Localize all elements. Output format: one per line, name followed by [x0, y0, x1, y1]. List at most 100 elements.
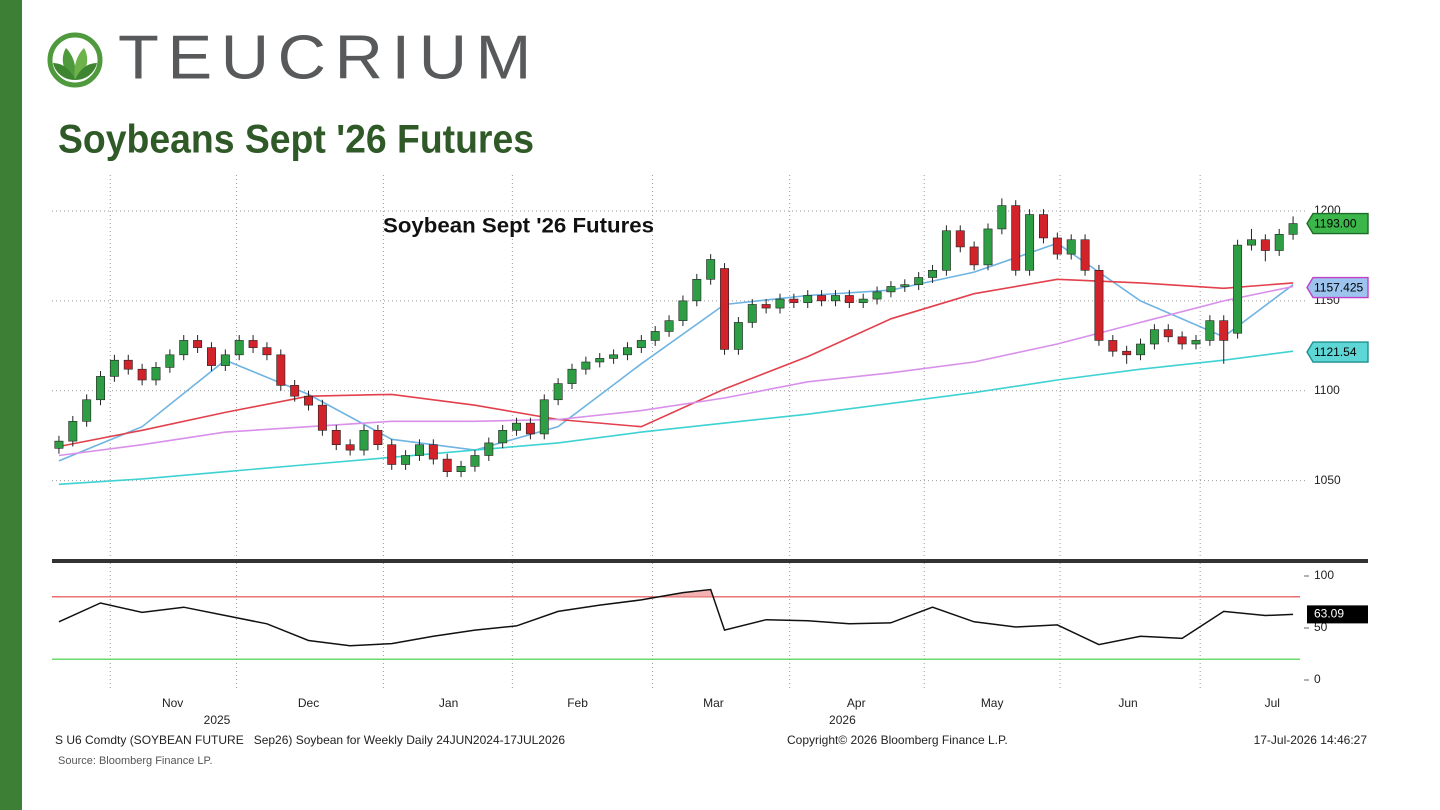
candle-body	[1205, 320, 1215, 341]
price-label-box	[1306, 212, 1369, 235]
candle-body	[1233, 244, 1243, 334]
candle-body	[539, 399, 549, 435]
candle-body	[1288, 223, 1298, 235]
candle-body	[387, 444, 397, 465]
x-tick-label: Dec	[298, 696, 319, 710]
candle-body	[844, 295, 854, 303]
candle-body	[456, 465, 466, 472]
candle-body	[872, 291, 882, 300]
candle-body	[761, 304, 771, 309]
chart-title: Soybean Sept '26 Futures	[383, 215, 654, 238]
source: Source: Bloomberg Finance LP.	[58, 755, 213, 767]
candle-body	[442, 458, 452, 472]
candle-body	[636, 340, 646, 348]
candle-body	[733, 322, 743, 350]
candle-body	[914, 277, 924, 285]
candle-body	[165, 354, 175, 368]
candle-body	[831, 295, 840, 302]
timestamp: 17-Jul-2026 14:46:27	[1254, 733, 1368, 747]
y-tick-label: 100	[1314, 568, 1334, 582]
candle-body	[1122, 350, 1132, 356]
candle-body	[470, 455, 480, 467]
candle-body	[512, 422, 521, 431]
candle-body	[858, 298, 868, 303]
candle-body	[415, 444, 424, 456]
candle-body	[775, 298, 785, 309]
candle-body	[720, 268, 729, 350]
price-label: 1157.425	[1314, 281, 1363, 295]
candle-body	[678, 300, 688, 321]
candle-body	[706, 259, 716, 280]
copyright: Copyright© 2026 Bloomberg Finance L.P.	[787, 733, 1008, 747]
candle-body	[484, 442, 494, 456]
rsi-last-box	[1307, 605, 1368, 624]
candle-body	[1260, 239, 1270, 251]
candle-body	[955, 230, 965, 248]
candle-body	[1039, 214, 1048, 239]
year-label: 2026	[829, 713, 856, 727]
candle-body	[525, 422, 535, 435]
price-label: 1121.54	[1314, 345, 1357, 359]
price-label: 1193.00	[1314, 217, 1357, 231]
candle-body	[207, 347, 216, 366]
candle-body	[290, 385, 300, 397]
side-bar	[0, 0, 22, 810]
y-tick-label: 1050	[1314, 473, 1341, 487]
candle-body	[1066, 239, 1076, 255]
y-tick-label: 1100	[1314, 383, 1340, 397]
candle-body	[137, 368, 147, 381]
moving-average	[58, 285, 1294, 457]
candle-body	[262, 347, 272, 356]
candle-body	[82, 399, 92, 422]
x-tick-label: Jan	[439, 696, 458, 710]
candle-body	[220, 354, 230, 366]
candle-body	[1219, 320, 1229, 341]
moving-average	[58, 350, 1294, 486]
candle-body	[969, 246, 979, 266]
candle-body	[983, 228, 993, 266]
x-tick-label: Nov	[162, 696, 183, 710]
candle-body	[498, 430, 508, 444]
candle-body	[581, 361, 591, 370]
candle-body	[428, 444, 438, 460]
candle-body	[1136, 343, 1145, 356]
candle-body	[151, 367, 161, 381]
candle-body	[345, 444, 355, 451]
candle-body	[595, 358, 605, 363]
x-tick-label: Mar	[703, 696, 724, 710]
year-label: 2025	[204, 713, 231, 727]
x-tick-label: May	[981, 696, 1004, 710]
candle-body	[1094, 270, 1104, 341]
candle-body	[1080, 239, 1090, 271]
logo-icon	[47, 32, 103, 88]
candle-body	[900, 284, 910, 287]
candle-body	[359, 430, 369, 451]
y-tick-label: 50	[1314, 620, 1328, 634]
candle-body	[664, 320, 674, 332]
price-label-box	[1306, 276, 1369, 299]
candle-body	[1025, 214, 1035, 271]
candle-body	[109, 359, 119, 377]
candle-body	[886, 286, 896, 293]
x-tick-label: Jul	[1265, 696, 1280, 710]
x-tick-label: Feb	[567, 696, 588, 710]
candle-body	[1052, 237, 1062, 255]
candle-body	[179, 340, 189, 356]
candle-body	[276, 354, 286, 386]
candle-body	[1247, 239, 1256, 246]
candle-body	[567, 368, 577, 384]
candle-body	[609, 354, 619, 359]
moving-average	[58, 278, 1294, 448]
candle-body	[373, 430, 383, 446]
candle-body	[817, 295, 827, 302]
candle-body	[1011, 205, 1021, 271]
candle-body	[193, 340, 203, 348]
brand: TEUCRIUM	[118, 23, 540, 92]
candle-body	[1108, 340, 1118, 352]
candle-body	[123, 359, 133, 370]
candle-body	[803, 295, 813, 303]
candle-body	[317, 404, 327, 431]
